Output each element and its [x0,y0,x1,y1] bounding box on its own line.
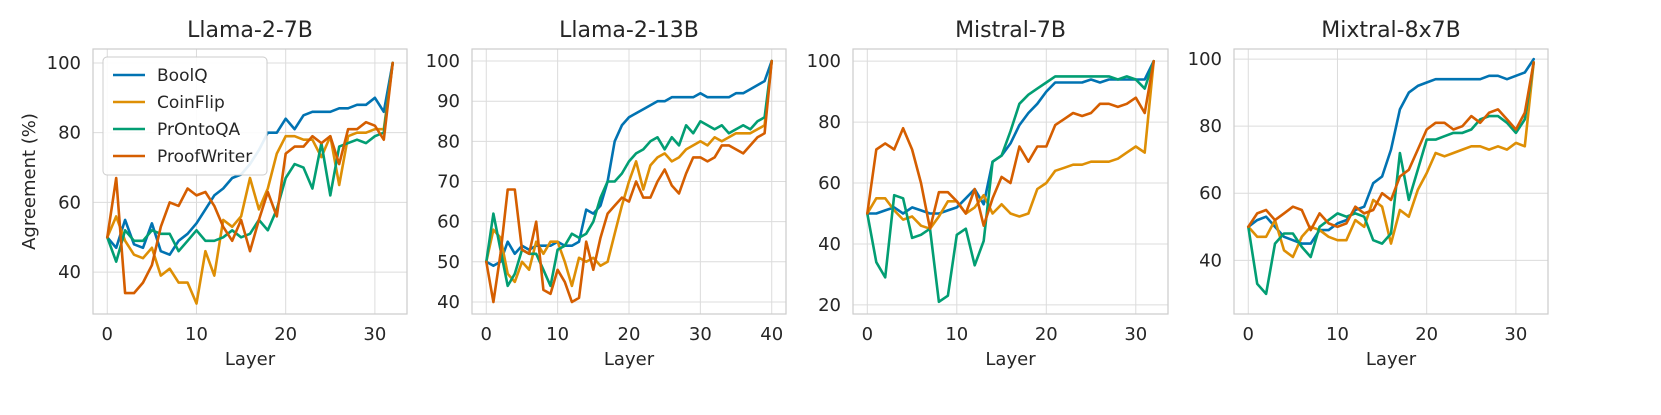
legend-label: BoolQ [157,66,208,86]
y-tick-label: 100 [1188,49,1222,70]
x-tick-label: 30 [1504,324,1527,345]
legend-label: CoinFlip [157,93,225,113]
y-tick-label: 20 [818,295,841,316]
panel-llama-2-7b: Llama-2-7B 0 10 20 30 40 60 80 100 Layer Agreement… [19,18,408,370]
series-line-coinflip [1247,61,1535,259]
y-tick-label: 90 [437,91,460,112]
series-line-proofwriter [106,61,395,295]
x-tick-label: 20 [1035,324,1058,345]
y-tick-label: 80 [437,131,460,152]
panel-title: Llama-2-13B [559,18,699,43]
y-tick-label: 80 [58,123,81,144]
plot-frame [852,48,1169,315]
panel-mixtral-8x7b: Mixtral-8x7B 0 10 20 30 40 60 80 100 Layer [1188,18,1549,370]
panel-title: Llama-2-7B [187,18,313,43]
x-tick-label: 20 [274,324,297,345]
y-tick-label: 60 [818,173,841,194]
y-tick-label: 100 [47,53,81,74]
x-tick-label: 0 [481,324,492,345]
x-tick-label: 0 [102,324,113,345]
y-tick-label: 80 [818,112,841,133]
series-line-boolq [865,59,1155,215]
panel-llama-2-13b: Llama-2-13B 0 10 20 30 40 40 50 60 70 80 90 100 Layer [426,18,787,370]
series-line-prontoqa [1247,61,1535,296]
series-line-boolq [1247,57,1535,245]
x-axis-label: Layer [604,349,655,370]
series-line-coinflip [865,59,1155,230]
x-tick-label: 20 [1415,324,1438,345]
plot-frame [1233,48,1549,315]
x-tick-label: 40 [760,324,783,345]
series-line-prontoqa [865,59,1155,304]
x-axis-label: Layer [1366,349,1417,370]
series-line-proofwriter [1247,61,1535,232]
panel-title: Mistral-7B [955,18,1066,43]
x-axis-label: Layer [225,349,276,370]
y-tick-label: 60 [1199,183,1222,204]
x-tick-label: 30 [363,324,386,345]
x-tick-label: 20 [618,324,641,345]
x-axis-label: Layer [985,349,1036,370]
y-tick-label: 70 [437,172,460,193]
legend-item-prontoqa: PrOntoQA [113,120,241,140]
y-tick-label: 40 [818,234,841,255]
legend-item-proofwriter: ProofWriter [113,147,252,167]
y-tick-label: 40 [58,262,81,283]
y-axis-label: Agreement (%) [19,113,40,250]
y-tick-label: 40 [437,292,460,313]
legend-label: PrOntoQA [157,120,241,140]
y-tick-label: 100 [807,51,841,72]
legend-label: ProofWriter [157,147,252,167]
x-tick-label: 0 [862,324,873,345]
x-tick-label: 10 [546,324,569,345]
series-line-coinflip [484,59,774,288]
y-tick-label: 100 [426,51,460,72]
series-line-proofwriter [484,59,774,304]
series-line-prontoqa [484,59,774,288]
legend-box [102,56,268,176]
panel-title: Mixtral-8x7B [1321,18,1460,43]
x-tick-label: 10 [945,324,968,345]
plot-frame [471,48,787,315]
x-tick-label: 30 [689,324,712,345]
legend-item-boolq: BoolQ [113,66,208,86]
y-tick-label: 50 [437,252,460,273]
x-tick-label: 30 [1124,324,1147,345]
x-tick-label: 0 [1243,324,1254,345]
panel-mistral-7b: Mistral-7B 0 10 20 30 20 40 60 80 100 Layer [807,18,1169,370]
plot-frame [92,48,408,315]
y-tick-label: 60 [58,192,81,213]
legend: BoolQ CoinFlip PrOntoQA ProofWriter [102,56,268,176]
y-tick-label: 60 [437,212,460,233]
series-line-proofwriter [865,59,1155,230]
x-tick-label: 10 [1326,324,1349,345]
y-tick-label: 80 [1199,116,1222,137]
legend-item-coinflip: CoinFlip [113,93,225,113]
x-tick-label: 10 [185,324,208,345]
y-tick-label: 40 [1199,250,1222,271]
